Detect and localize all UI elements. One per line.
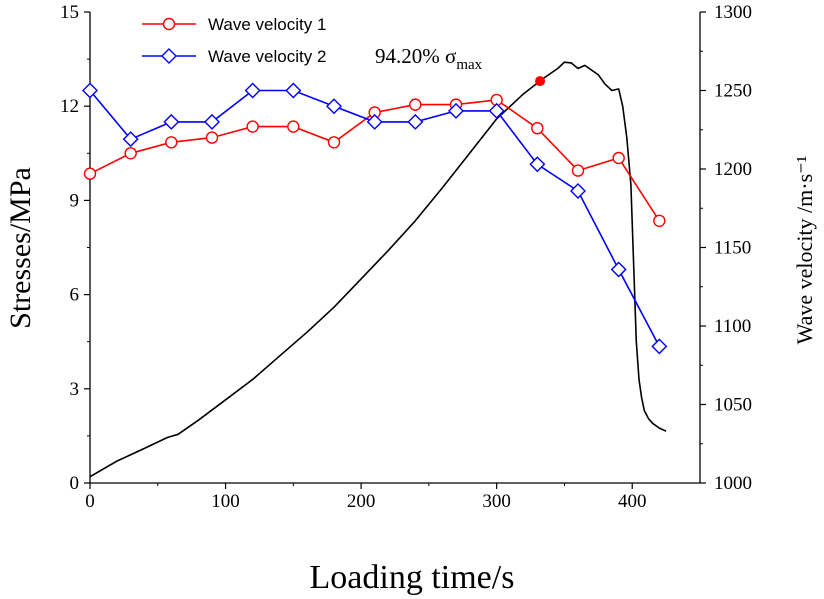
velocity-1-point	[205, 131, 219, 144]
x-tick-label: 300	[482, 491, 511, 512]
velocity-1-point	[124, 147, 137, 160]
y-axis-right-title: Wave velocity /m·s⁻¹	[792, 156, 817, 345]
velocity-series	[82, 82, 668, 355]
velocity-2-point	[529, 156, 546, 173]
velocity-1-point	[165, 136, 178, 149]
velocity-2-point	[488, 102, 505, 119]
velocity-2-point	[570, 182, 586, 199]
y-left-tick-label: 6	[70, 285, 80, 306]
y-right-tick-label: 1000	[714, 473, 752, 494]
y-left-tick-label: 0	[70, 473, 80, 494]
velocity-2-point	[82, 82, 98, 99]
velocity-2-point	[366, 113, 383, 130]
x-axis-title: Loading time/s	[310, 559, 515, 596]
velocity-1-point	[409, 98, 422, 111]
velocity-2-point	[326, 98, 342, 115]
x-tick-label: 100	[211, 491, 240, 512]
x-tick-label: 200	[347, 491, 376, 512]
annotation-label: 94.20% σmax	[375, 44, 483, 73]
x-tick-label: 400	[618, 491, 647, 512]
legend-marker-diamond	[161, 48, 177, 64]
legend-label-1: Wave velocity 1	[208, 15, 326, 34]
axes: 0 100 200 300 400 0 3 6 9 12 15 1000 1050 1100 1150 120…	[60, 2, 752, 512]
velocity-2-point	[204, 113, 220, 130]
velocity-1-point	[653, 214, 666, 228]
y-left-tick-label: 12	[60, 96, 79, 117]
y-axis-left-title: Stresses/MPa	[4, 167, 37, 329]
legend-marker-circle	[162, 17, 176, 31]
stress-series	[89, 61, 667, 478]
legend-label-2: Wave velocity 2	[208, 47, 326, 66]
velocity-1-point	[246, 120, 259, 133]
velocity-2-point	[285, 82, 302, 99]
y-right-tick-label: 1100	[714, 316, 751, 337]
velocity-1-point	[287, 120, 300, 133]
y-right-tick-label: 1050	[714, 395, 752, 416]
velocity-1-point	[571, 164, 585, 177]
y-right-tick-label: 1200	[714, 159, 752, 180]
stress-curve	[89, 61, 667, 478]
velocity-2-point	[610, 261, 627, 278]
legend-item-wave-velocity-2: Wave velocity 2	[142, 47, 326, 66]
annotation: 94.20% σmax	[375, 44, 546, 87]
y-left-tick-label: 15	[60, 2, 79, 23]
velocity-2-point	[651, 338, 668, 355]
y-left-tick-label: 3	[70, 379, 80, 400]
y-right-tick-label: 1150	[714, 238, 751, 259]
velocity-2-point	[122, 131, 139, 148]
velocity-2-point	[244, 82, 261, 99]
y-right-tick-label: 1300	[714, 2, 752, 23]
legend: Wave velocity 1 Wave velocity 2	[142, 15, 326, 66]
legend-item-wave-velocity-1: Wave velocity 1	[142, 15, 326, 34]
velocity-1-point	[531, 121, 544, 135]
peak-marker-dot	[535, 76, 546, 87]
velocity-1-point	[612, 151, 625, 165]
velocity-2-point	[407, 113, 424, 130]
velocity-1-point	[327, 136, 341, 149]
x-tick-label: 0	[85, 491, 95, 512]
velocity-1-point	[83, 167, 97, 180]
velocity-2-point	[448, 102, 464, 119]
y-left-tick-label: 9	[70, 190, 80, 211]
velocity-2-point	[163, 113, 180, 130]
y-right-tick-label: 1250	[714, 81, 752, 102]
